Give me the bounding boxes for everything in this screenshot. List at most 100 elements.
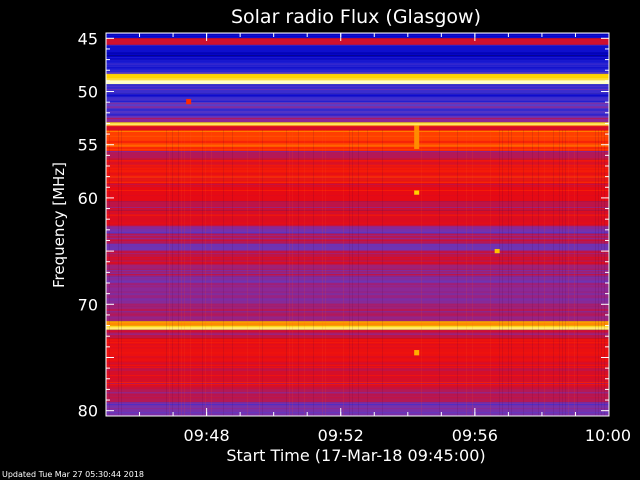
time-texture-stripe	[352, 129, 353, 416]
band-texture-line	[106, 56, 609, 58]
x-tick-label: 09:56	[452, 426, 498, 445]
y-tick-label: 50	[78, 83, 98, 102]
time-texture-stripe	[559, 129, 560, 416]
time-texture-stripe	[466, 129, 467, 416]
time-texture-stripe	[205, 129, 206, 416]
band-texture-line	[106, 64, 609, 66]
time-texture-stripe	[292, 129, 293, 416]
band-texture-line	[106, 67, 609, 69]
band-texture-line	[106, 63, 609, 65]
band-texture-line	[106, 259, 609, 261]
band-texture-line	[106, 250, 609, 252]
band-texture-line	[106, 103, 609, 105]
y-tick-label: 80	[78, 402, 98, 421]
band-texture-line	[106, 106, 609, 108]
band-texture-line	[106, 130, 609, 132]
band-texture-line	[106, 94, 609, 96]
band-texture-line	[106, 62, 609, 64]
time-texture-stripe	[367, 129, 368, 416]
band-texture-line	[106, 99, 609, 101]
radio-burst	[414, 125, 420, 149]
band-texture-line	[106, 268, 609, 270]
band-texture-line	[106, 252, 609, 254]
band-texture-line	[106, 352, 609, 354]
band-texture-line	[106, 300, 609, 302]
band-texture-line	[106, 95, 609, 97]
band-texture-line	[106, 98, 609, 100]
band-texture-line	[106, 293, 609, 295]
band-texture-line	[106, 114, 609, 116]
time-texture-stripe	[325, 129, 326, 416]
band-texture-line	[106, 177, 609, 179]
time-texture-stripe	[544, 129, 545, 416]
band-texture-line	[106, 310, 609, 312]
band-texture-line	[106, 110, 609, 112]
time-texture-stripe	[322, 129, 323, 416]
time-texture-stripe	[490, 129, 491, 416]
band-texture-line	[106, 185, 609, 187]
band-texture-line	[106, 57, 609, 59]
band-texture-line	[106, 149, 609, 151]
band-texture-line	[106, 145, 609, 147]
time-texture-stripe	[574, 129, 575, 416]
band-texture-line	[106, 180, 609, 182]
time-texture-stripe	[421, 129, 422, 416]
band-texture-line	[106, 73, 609, 75]
band-texture-line	[106, 96, 609, 98]
band-texture-line	[106, 330, 609, 332]
band-texture-line	[106, 46, 609, 48]
time-texture-stripe	[118, 129, 119, 416]
band-texture-line	[106, 125, 609, 127]
band-texture-line	[106, 382, 609, 384]
band-texture-line	[106, 299, 609, 301]
band-texture-line	[106, 344, 609, 346]
band-texture-line	[106, 163, 609, 165]
frequency-band	[106, 73, 609, 80]
band-texture-line	[106, 314, 609, 316]
time-texture-stripe	[349, 129, 350, 416]
y-tick-label: 60	[78, 189, 98, 208]
frequency-band	[106, 151, 609, 160]
band-texture-line	[106, 366, 609, 368]
time-texture-stripe	[181, 129, 182, 416]
band-texture-line	[106, 227, 609, 229]
time-texture-stripe	[109, 129, 110, 416]
band-texture-line	[106, 272, 609, 274]
frequency-band	[106, 84, 609, 94]
spectrogram-area	[106, 33, 609, 416]
time-texture-stripe	[343, 129, 344, 416]
band-texture-line	[106, 115, 609, 117]
band-texture-line	[106, 326, 609, 328]
time-texture-stripe	[562, 129, 563, 416]
band-texture-line	[106, 286, 609, 288]
band-texture-line	[106, 147, 609, 149]
time-texture-stripe	[502, 129, 503, 416]
band-texture-line	[106, 387, 609, 389]
time-texture-stripe	[457, 129, 458, 416]
time-texture-stripe	[511, 129, 512, 416]
band-texture-line	[106, 222, 609, 224]
band-texture-line	[106, 127, 609, 129]
band-texture-line	[106, 178, 609, 180]
time-texture-stripe	[538, 129, 539, 416]
band-texture-line	[106, 41, 609, 43]
band-texture-line	[106, 263, 609, 265]
band-texture-line	[106, 229, 609, 231]
band-texture-line	[106, 60, 609, 62]
band-texture-line	[106, 328, 609, 330]
band-texture-line	[106, 404, 609, 406]
band-texture-line	[106, 183, 609, 185]
band-texture-line	[106, 214, 609, 216]
band-texture-line	[106, 218, 609, 220]
band-texture-line	[106, 122, 609, 124]
band-texture-line	[106, 240, 609, 242]
band-texture-line	[106, 283, 609, 285]
band-texture-line	[106, 78, 609, 80]
band-texture-line	[106, 162, 609, 164]
band-texture-line	[106, 225, 609, 227]
band-texture-line	[106, 176, 609, 178]
time-texture-stripe	[595, 129, 596, 416]
time-texture-stripe	[439, 129, 440, 416]
frequency-band	[106, 44, 609, 53]
